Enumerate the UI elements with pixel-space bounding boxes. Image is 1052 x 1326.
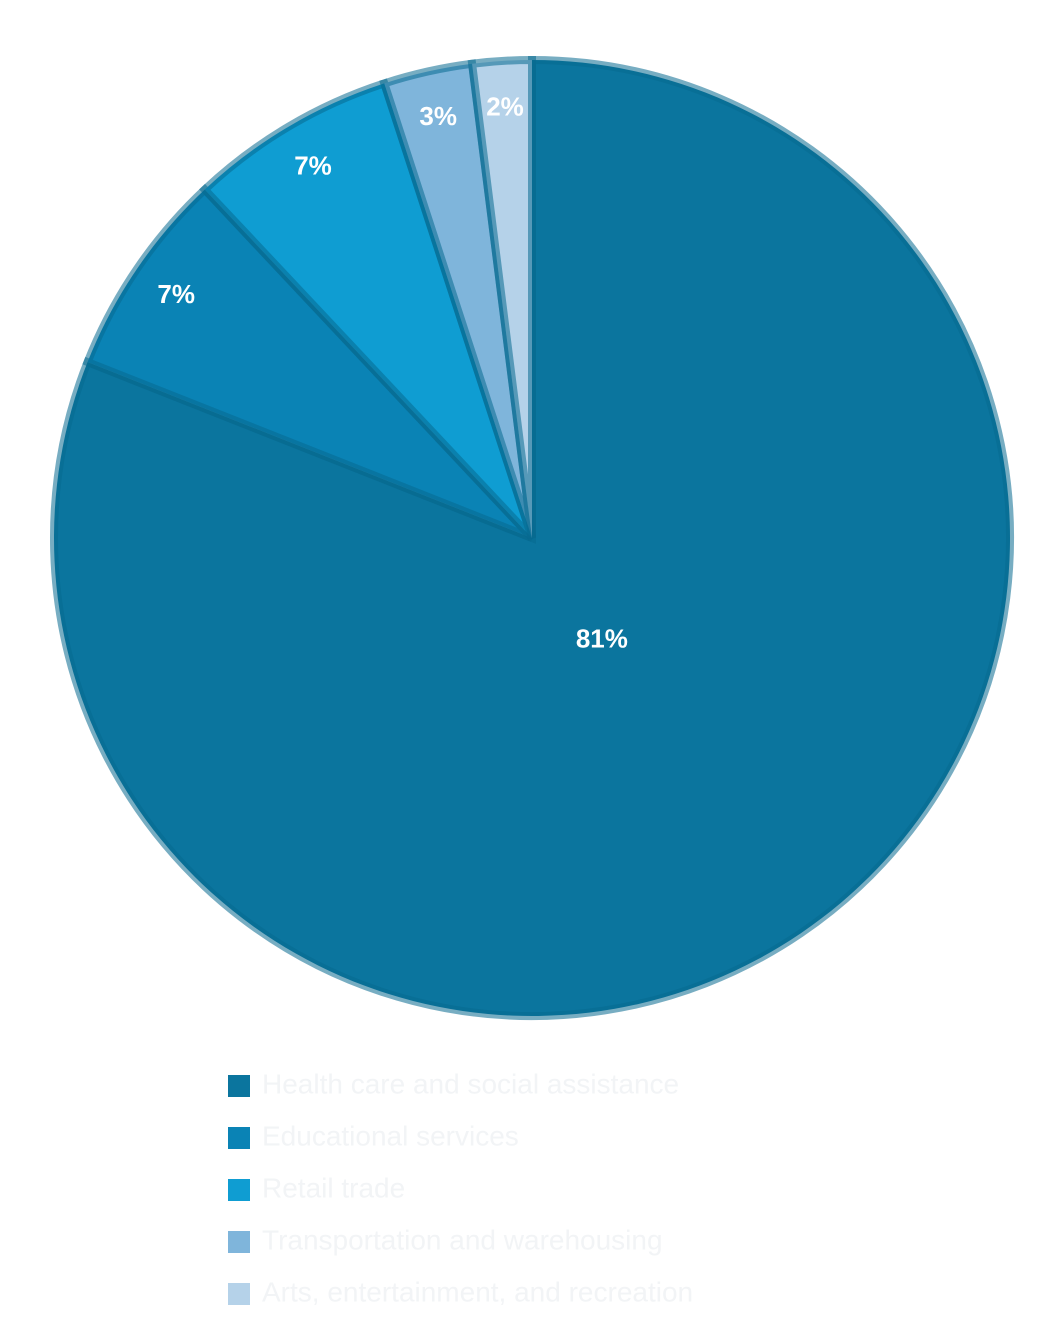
data-label: 81% <box>576 624 628 654</box>
legend-swatch <box>228 1283 250 1305</box>
legend-label: Arts, entertainment, and recreation <box>262 1276 693 1307</box>
legend-swatch <box>228 1231 250 1253</box>
data-label: 7% <box>157 279 195 309</box>
legend-label: Educational services <box>262 1120 519 1151</box>
legend-label: Health care and social assistance <box>262 1068 679 1099</box>
pie-slice <box>199 78 536 541</box>
data-label: 2% <box>486 92 524 122</box>
legend-swatch <box>228 1075 250 1097</box>
pie-slice <box>467 55 536 539</box>
legend-label: Retail trade <box>262 1172 405 1203</box>
pie-slice <box>50 55 1014 1020</box>
pie-slice <box>82 183 535 542</box>
legend-swatch <box>228 1127 250 1149</box>
legend-swatch <box>228 1179 250 1201</box>
legend-label: Transportation and warehousing <box>262 1224 663 1255</box>
data-label: 7% <box>294 151 332 181</box>
data-label: 3% <box>419 101 457 131</box>
